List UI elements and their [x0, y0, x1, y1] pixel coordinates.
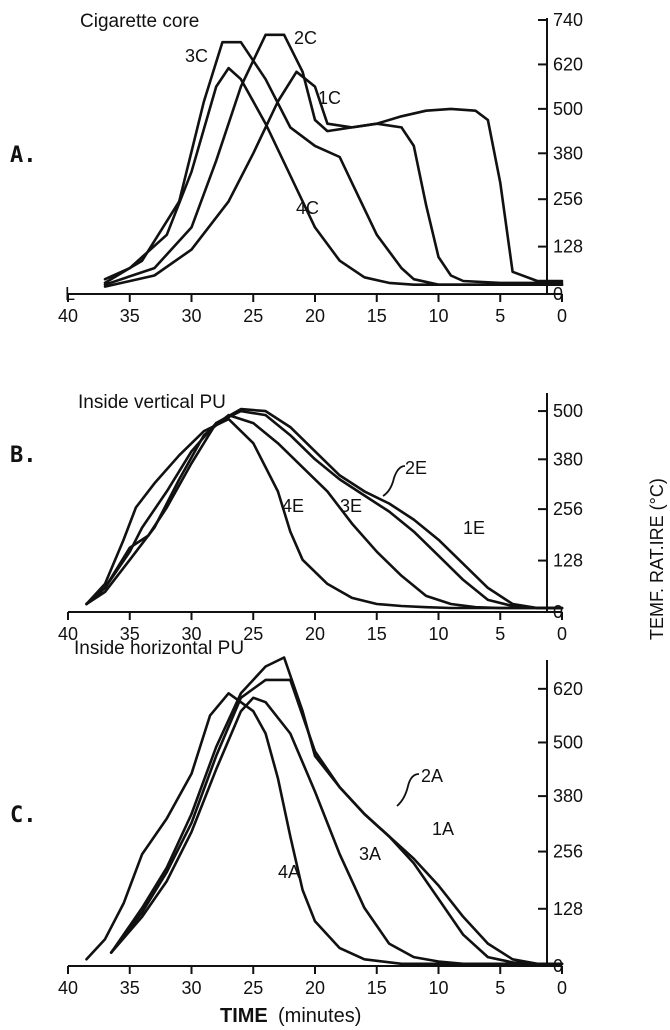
series-label-1c: 1C — [318, 88, 341, 108]
series-label-1a: 1A — [432, 819, 454, 839]
y-tick-label: 128 — [553, 237, 583, 257]
y-tick-label: 380 — [553, 786, 583, 806]
x-tick-label: 25 — [243, 624, 263, 644]
y-axis-label: TEMF. RAT.IRE (°C) — [647, 478, 667, 640]
panel-label: C. — [10, 803, 37, 828]
series-label-4a: 4A — [278, 862, 300, 882]
x-tick-label: 25 — [243, 978, 263, 998]
series-line-2a — [109, 678, 564, 966]
series-label-1e: 1E — [463, 518, 485, 538]
series-line-1a — [109, 656, 564, 966]
series-line-4e — [85, 417, 564, 610]
x-tick-label: 0 — [557, 306, 567, 326]
x-tick-label: 15 — [367, 978, 387, 998]
series-label-3e: 3E — [340, 496, 362, 516]
x-tick-label: 15 — [367, 306, 387, 326]
x-tick-label: 40 — [58, 624, 78, 644]
x-tick-label: 0 — [557, 624, 567, 644]
x-tick-label: 5 — [495, 306, 505, 326]
x-tick-label: 40 — [58, 978, 78, 998]
y-tick-label: 128 — [553, 899, 583, 919]
panel-a: A. Cigarette core L 40 35 30 25 20 15 10 5 00128… — [10, 10, 583, 326]
series-label-3a: 3A — [359, 844, 381, 864]
chart-title: Inside horizontal PU — [74, 638, 244, 659]
x-tick-label: 25 — [243, 306, 263, 326]
series-line-4a — [85, 692, 564, 966]
series-line-2c — [103, 33, 564, 286]
x-tick-label: 5 — [495, 624, 505, 644]
x-tick-label: 35 — [120, 306, 140, 326]
y-tick-label: 380 — [553, 143, 583, 163]
x-tick-label: 35 — [120, 624, 140, 644]
y-tick-label: 256 — [553, 499, 583, 519]
y-tick-label: 256 — [553, 189, 583, 209]
x-axis-unit: (minutes) — [278, 1005, 361, 1027]
series-line-3a — [109, 696, 564, 966]
x-tick-label: 30 — [181, 978, 201, 998]
panel-label: A. — [10, 143, 37, 168]
y-tick-label: 620 — [553, 679, 583, 699]
x-tick-label: 15 — [367, 624, 387, 644]
x-tick-label: 20 — [305, 306, 325, 326]
x-tick-label: 10 — [428, 624, 448, 644]
y-tick-label: 620 — [553, 54, 583, 74]
series-line-2e — [85, 409, 564, 610]
y-tick-label: 740 — [553, 10, 583, 30]
y-tick-label: 380 — [553, 449, 583, 469]
leader-line — [382, 465, 406, 497]
y-tick-label: 500 — [553, 99, 583, 119]
x-tick-label: 35 — [120, 978, 140, 998]
x-tick-label: 30 — [181, 306, 201, 326]
y-tick-label: 0 — [553, 284, 563, 304]
series-label-3c: 3C — [185, 46, 208, 66]
x-tick-label: 10 — [428, 978, 448, 998]
y-tick-label: 500 — [553, 401, 583, 421]
series-label-2c: 2C — [294, 28, 317, 48]
y-tick-label: 500 — [553, 732, 583, 752]
series-line-4c — [103, 66, 564, 286]
y-tick-label: 0 — [553, 602, 563, 622]
series-label-2e: 2E — [405, 458, 427, 478]
panel-b: B. Inside vertical PU 40 35 30 25 20 15 10 5 001… — [10, 392, 583, 644]
leader-line — [396, 773, 420, 807]
x-tick-label: 40 — [58, 306, 78, 326]
series-line-1e — [85, 407, 564, 610]
y-tick-label: 128 — [553, 551, 583, 571]
series-label-4e: 4E — [282, 496, 304, 516]
series-line-3c — [103, 40, 564, 286]
panel-label: B. — [10, 443, 37, 468]
x-tick-label: 10 — [428, 306, 448, 326]
x-tick-label: 5 — [495, 978, 505, 998]
panel-c: C. Inside horizontal PU 40 35 30 25 20 15 10 5 0… — [10, 638, 583, 1027]
y-tick-label: 0 — [553, 956, 563, 976]
y-tick-label: 256 — [553, 842, 583, 862]
x-tick-label: 30 — [181, 624, 201, 644]
x-tick-label: 20 — [305, 624, 325, 644]
series-label-2a: 2A — [421, 766, 443, 786]
series-label-4c: 4C — [296, 198, 319, 218]
x-axis-label: TIME — [220, 1005, 268, 1027]
chart-title: Inside vertical PU — [78, 392, 226, 413]
chart-title: Cigarette core — [80, 11, 199, 32]
series-line-3e — [85, 413, 564, 610]
x-tick-label: 0 — [557, 978, 567, 998]
x-tick-label: 20 — [305, 978, 325, 998]
